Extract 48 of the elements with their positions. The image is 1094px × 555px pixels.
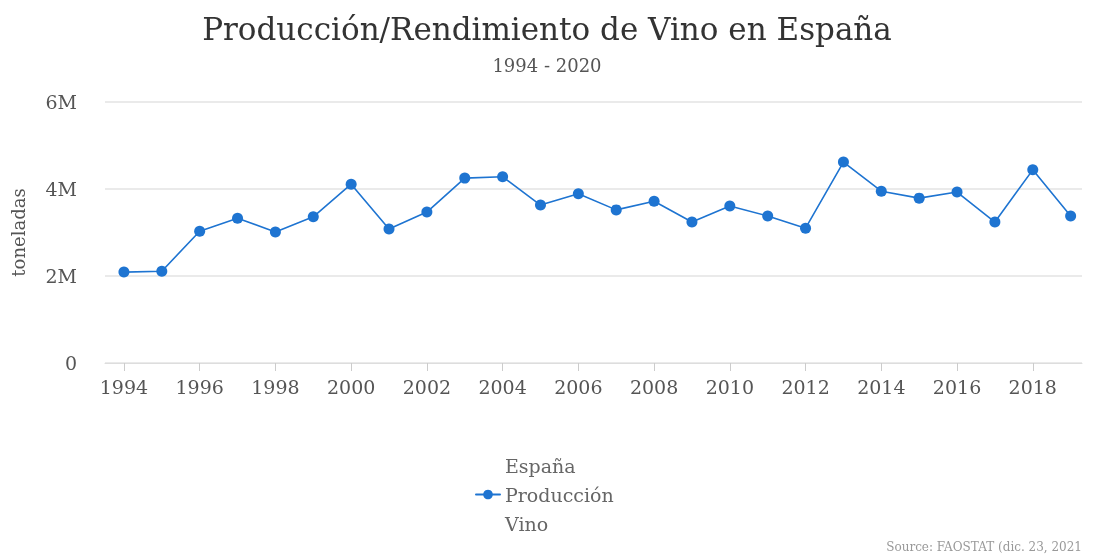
- chart-subtitle: 1994 - 2020: [492, 54, 602, 76]
- point: [307, 211, 319, 223]
- x-tick-label: 2014: [857, 375, 906, 398]
- point: [875, 185, 887, 197]
- x-tick-label: 2004: [478, 375, 527, 398]
- y-tick-label: 6M: [45, 91, 77, 113]
- x-tick-label: 2000: [326, 375, 376, 398]
- point: [837, 156, 849, 168]
- point: [610, 204, 622, 216]
- x-tick-label: 2018: [1008, 375, 1057, 398]
- y-tick-label: 2M: [45, 265, 77, 287]
- x-tick-label: 2010: [705, 375, 755, 398]
- y-tick-label: 4M: [45, 178, 77, 200]
- point: [497, 171, 509, 183]
- x-tick-label: 2012: [781, 375, 830, 398]
- point: [535, 199, 546, 211]
- point: [118, 266, 130, 278]
- x-tick-label: 2006: [554, 375, 603, 398]
- point: [383, 223, 395, 235]
- point: [724, 200, 736, 212]
- y-tick-label: 0: [64, 352, 77, 374]
- point: [232, 212, 244, 224]
- x-tick-label: 2016: [932, 375, 982, 398]
- point: [269, 226, 281, 238]
- point: [913, 192, 925, 204]
- point: [1065, 210, 1077, 222]
- point: [156, 265, 168, 277]
- y-axis-title: toneladas: [7, 188, 29, 277]
- point: [989, 216, 1001, 228]
- x-tick-label: 1994: [99, 375, 149, 398]
- point: [194, 225, 206, 237]
- point: [800, 222, 812, 234]
- source-note: Source: FAOSTAT (dic. 23, 2021: [886, 540, 1082, 554]
- point: [648, 195, 660, 207]
- x-tick-label: 1998: [251, 375, 300, 398]
- chart-title: Producción/Rendimiento de Vino en España: [202, 10, 892, 47]
- legend-label: España Producción Vino: [504, 454, 620, 535]
- point: [1027, 164, 1039, 176]
- point: [572, 188, 584, 200]
- x-tick-label: 2008: [629, 375, 679, 398]
- x-tick-label: 2002: [402, 375, 452, 398]
- x-tick-label: 1996: [175, 375, 224, 398]
- point: [951, 186, 963, 198]
- point: [345, 178, 357, 190]
- point: [762, 210, 774, 222]
- point: [686, 216, 698, 228]
- point: [459, 172, 471, 184]
- point: [421, 206, 433, 218]
